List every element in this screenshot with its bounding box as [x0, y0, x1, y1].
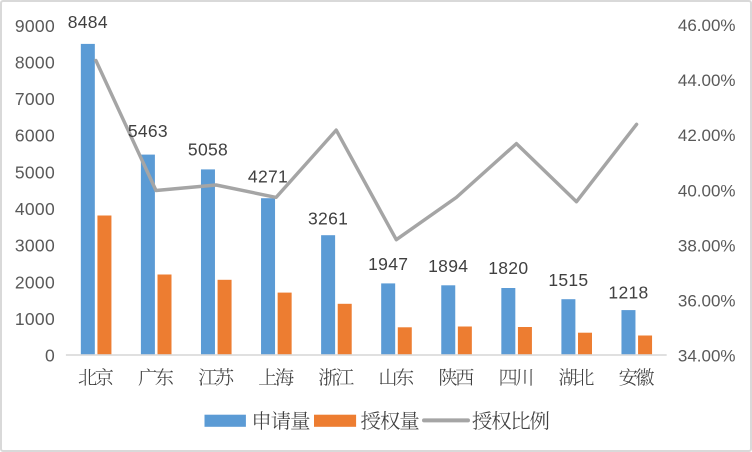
svg-text:38.00%: 38.00% — [678, 236, 736, 255]
svg-text:5463: 5463 — [128, 121, 168, 141]
svg-text:6000: 6000 — [15, 126, 55, 146]
svg-text:9000: 9000 — [15, 16, 55, 36]
svg-text:7000: 7000 — [15, 89, 55, 109]
svg-text:46.00%: 46.00% — [678, 16, 736, 35]
svg-text:1820: 1820 — [488, 258, 528, 278]
svg-text:34.00%: 34.00% — [678, 347, 736, 366]
svg-text:36.00%: 36.00% — [678, 292, 736, 311]
svg-text:5058: 5058 — [188, 140, 228, 160]
svg-text:44.00%: 44.00% — [678, 71, 736, 90]
svg-text:42.00%: 42.00% — [678, 126, 736, 145]
svg-text:5000: 5000 — [15, 162, 55, 182]
svg-text:3261: 3261 — [308, 208, 348, 228]
svg-text:0: 0 — [45, 346, 55, 366]
svg-text:40.00%: 40.00% — [678, 181, 736, 200]
svg-text:4271: 4271 — [248, 167, 288, 187]
svg-text:2000: 2000 — [15, 272, 55, 292]
svg-text:3000: 3000 — [15, 236, 55, 256]
svg-text:4000: 4000 — [15, 199, 55, 219]
svg-text:1515: 1515 — [548, 270, 588, 290]
svg-text:8484: 8484 — [68, 12, 108, 32]
svg-text:8000: 8000 — [15, 52, 55, 72]
svg-text:1000: 1000 — [15, 309, 55, 329]
svg-text:1947: 1947 — [368, 254, 408, 274]
svg-text:1894: 1894 — [428, 256, 468, 276]
svg-text:1218: 1218 — [608, 282, 648, 302]
